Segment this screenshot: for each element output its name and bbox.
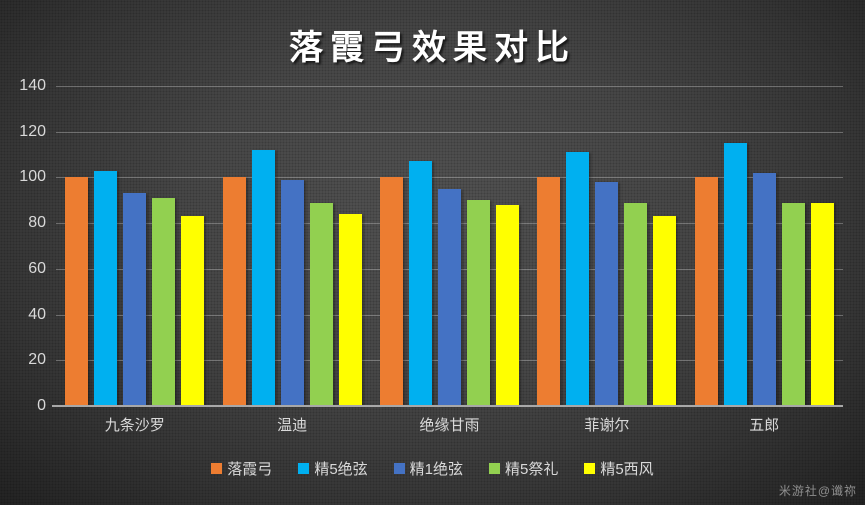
bar-group-九条沙罗 <box>56 86 213 406</box>
legend-item-落霞弓: 落霞弓 <box>211 458 272 479</box>
bar-菲谢尔-精5西风 <box>653 216 677 406</box>
bar-菲谢尔-精5绝弦 <box>566 152 590 406</box>
bar-绝缘甘雨-精1绝弦 <box>437 188 461 406</box>
y-tick-label-20: 20 <box>28 351 46 369</box>
legend-label: 落霞弓 <box>227 461 273 478</box>
bar-绝缘甘雨-精5西风 <box>495 204 519 406</box>
bar-group-温迪 <box>213 86 370 406</box>
gridline-y-120 <box>56 131 843 133</box>
bar-九条沙罗-精5西风 <box>181 216 205 406</box>
bar-group-菲谢尔 <box>528 86 685 406</box>
x-label-绝缘甘雨: 绝缘甘雨 <box>419 417 480 434</box>
bar-温迪-精1绝弦 <box>280 179 304 406</box>
y-axis-tick-labels: 0 20 40 60 80 100 120 140 <box>0 77 46 414</box>
bar-绝缘甘雨-精5绝弦 <box>408 161 432 406</box>
bar-温迪-落霞弓 <box>222 177 246 406</box>
y-tick-label-140: 140 <box>19 77 46 94</box>
chart-title: 落霞弓效果对比 <box>289 29 576 67</box>
legend-swatch-icon <box>393 463 405 474</box>
y-tick-label-100: 100 <box>19 168 46 186</box>
bar-九条沙罗-落霞弓 <box>65 177 89 406</box>
bar-菲谢尔-精1绝弦 <box>595 182 619 406</box>
gridline-y-100 <box>56 177 843 179</box>
bar-温迪-精5绝弦 <box>251 150 275 406</box>
legend-swatch-icon <box>584 463 596 474</box>
bar-group-绝缘甘雨 <box>371 86 528 406</box>
legend-item-精5西风: 精5西风 <box>584 458 654 479</box>
bar-五郎-精5祭礼 <box>781 202 805 406</box>
bar-五郎-精5西风 <box>810 202 834 406</box>
gridline-y-140 <box>56 86 843 87</box>
x-label-温迪: 温迪 <box>277 417 308 434</box>
x-axis-category-labels: 九条沙罗 温迪 绝缘甘雨 菲谢尔 五郎 <box>56 414 843 436</box>
bar-五郎-精5绝弦 <box>723 143 747 406</box>
legend-label: 精5祭礼 <box>505 461 559 478</box>
bar-菲谢尔-落霞弓 <box>537 177 561 406</box>
bar-九条沙罗-精5祭礼 <box>152 198 176 406</box>
x-label-五郎: 五郎 <box>749 417 780 434</box>
bar-菲谢尔-精5祭礼 <box>624 202 648 406</box>
legend-label: 精5绝弦 <box>314 461 368 478</box>
y-tick-label-60: 60 <box>28 259 46 277</box>
bar-五郎-落霞弓 <box>694 177 718 406</box>
legend-swatch-icon <box>489 463 500 474</box>
y-tick-label-40: 40 <box>28 305 46 323</box>
y-tick-label-80: 80 <box>28 214 46 232</box>
x-label-菲谢尔: 菲谢尔 <box>584 417 630 434</box>
bar-group-五郎 <box>686 86 843 406</box>
legend-item-精5祭礼: 精5祭礼 <box>489 458 558 479</box>
legend-label: 精1绝弦 <box>409 461 463 478</box>
x-axis-line <box>52 405 843 407</box>
legend-swatch-icon <box>298 463 310 474</box>
legend-item-精1绝弦: 精1绝弦 <box>393 458 463 479</box>
bar-温迪-精5祭礼 <box>309 202 333 406</box>
bar-绝缘甘雨-落霞弓 <box>379 177 403 406</box>
legend: 落霞弓 精5绝弦 精1绝弦 精5祭礼 精5西风 <box>0 458 865 479</box>
x-label-九条沙罗: 九条沙罗 <box>104 417 165 434</box>
bar-温迪-精5西风 <box>338 214 362 406</box>
bar-绝缘甘雨-精5祭礼 <box>466 200 490 406</box>
watermark: 米游社@谶祢 <box>778 484 857 498</box>
y-tick-label-120: 120 <box>19 122 46 140</box>
y-tick-label-0: 0 <box>37 397 46 414</box>
bar-五郎-精1绝弦 <box>752 172 776 406</box>
legend-label: 精5西风 <box>600 461 654 478</box>
plot-area <box>52 86 843 407</box>
bar-九条沙罗-精5绝弦 <box>94 170 118 406</box>
bar-九条沙罗-精1绝弦 <box>123 193 147 406</box>
legend-swatch-icon <box>211 463 223 474</box>
legend-item-精5绝弦: 精5绝弦 <box>298 458 368 479</box>
